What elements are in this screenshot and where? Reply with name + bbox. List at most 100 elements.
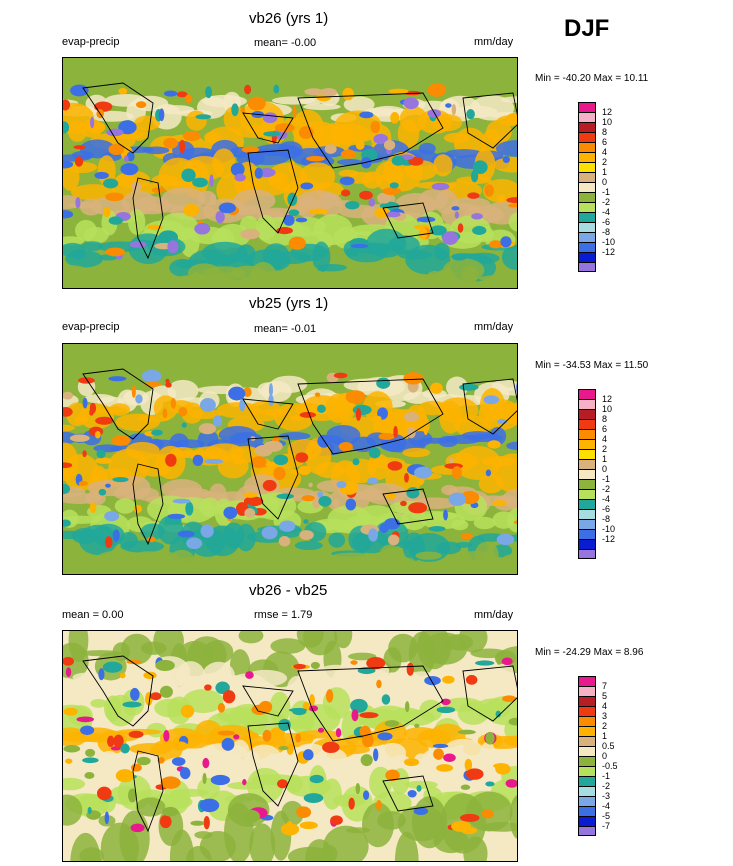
units-label: mm/day bbox=[474, 609, 514, 621]
coastline bbox=[132, 463, 164, 546]
min-max-label: Min = -24.29 Max = 8.96 bbox=[535, 647, 644, 658]
coastline bbox=[297, 665, 444, 742]
colorbar-label: 10 bbox=[602, 404, 613, 414]
contour-field bbox=[63, 344, 517, 574]
colorbar-label: 4 bbox=[602, 147, 608, 157]
colorbar-label: 10 bbox=[602, 117, 613, 127]
colorbar-swatch bbox=[578, 786, 596, 796]
colorbar-label: 8 bbox=[602, 414, 608, 424]
coastline bbox=[462, 378, 517, 435]
colorbar-swatch bbox=[578, 539, 596, 549]
colorbar-swatch bbox=[578, 716, 596, 726]
colorbar-label: 0 bbox=[602, 751, 608, 761]
colorbar-label: -6 bbox=[602, 217, 611, 227]
colorbar-swatch bbox=[578, 776, 596, 786]
colorbar-label: 0.5 bbox=[602, 741, 615, 751]
colorbar-label: -4 bbox=[602, 207, 611, 217]
contour-field bbox=[63, 631, 517, 861]
panel-title: vb26 (yrs 1) bbox=[249, 10, 329, 27]
colorbar-swatch bbox=[578, 796, 596, 806]
colorbar-label: 12 bbox=[602, 107, 613, 117]
colorbar-label: 2 bbox=[602, 444, 608, 454]
mean-label: mean = 0.00 bbox=[62, 609, 124, 621]
panel-title: vb25 (yrs 1) bbox=[249, 295, 329, 312]
coastline bbox=[242, 398, 294, 430]
colorbar-swatch bbox=[578, 756, 596, 766]
colorbar-swatch bbox=[578, 419, 596, 429]
colorbar-swatch bbox=[578, 252, 596, 262]
colorbar-swatch bbox=[578, 529, 596, 539]
colorbar: 12 10 8 6 4 2 1 0 -1 -2 -4 -6 -8 -10 -12 bbox=[578, 102, 615, 272]
colorbar-swatch bbox=[578, 172, 596, 182]
coastline bbox=[132, 750, 164, 833]
colorbar-label: -1 bbox=[602, 474, 611, 484]
colorbar-label: -6 bbox=[602, 504, 611, 514]
colorbar-label: 7 bbox=[602, 681, 608, 691]
colorbar-label: -8 bbox=[602, 514, 611, 524]
map-vb25 bbox=[62, 343, 518, 575]
colorbar-label: 8 bbox=[602, 127, 608, 137]
colorbar-label: 5 bbox=[602, 691, 608, 701]
variable-label: evap-precip bbox=[62, 321, 120, 333]
coastline bbox=[82, 82, 154, 154]
colorbar-swatch bbox=[578, 262, 596, 272]
colorbar-swatch bbox=[578, 439, 596, 449]
min-max-label: Min = -40.20 Max = 10.11 bbox=[535, 73, 649, 84]
colorbar-label: 0 bbox=[602, 464, 608, 474]
colorbar-label: 3 bbox=[602, 711, 608, 721]
colorbar-swatch bbox=[578, 816, 596, 826]
coastline bbox=[382, 488, 434, 525]
colorbar-label: -10 bbox=[602, 524, 616, 534]
colorbar-label: 0 bbox=[602, 177, 608, 187]
colorbar-label: -2 bbox=[602, 781, 611, 791]
colorbar-swatch bbox=[578, 242, 596, 252]
coastline bbox=[242, 112, 294, 144]
colorbar-swatch bbox=[578, 519, 596, 529]
colorbar-swatch bbox=[578, 152, 596, 162]
colorbar-swatch bbox=[578, 766, 596, 776]
colorbar-swatch bbox=[578, 212, 596, 222]
colorbar-swatch bbox=[578, 469, 596, 479]
colorbar-label: -8 bbox=[602, 227, 611, 237]
colorbar-label: -5 bbox=[602, 811, 611, 821]
colorbar-label: 2 bbox=[602, 721, 608, 731]
colorbar-swatch bbox=[578, 122, 596, 132]
mean-label: mean= -0.00 bbox=[254, 37, 317, 49]
coastline bbox=[82, 655, 154, 727]
colorbar-swatch bbox=[578, 222, 596, 232]
colorbar-swatch bbox=[578, 112, 596, 122]
contour-field bbox=[63, 58, 517, 288]
map-difference bbox=[62, 630, 518, 862]
coastline bbox=[82, 368, 154, 440]
colorbar-label: -1 bbox=[602, 771, 611, 781]
colorbar-label: -4 bbox=[602, 494, 611, 504]
colorbar-label: -0.5 bbox=[602, 761, 618, 771]
coastline bbox=[462, 665, 517, 722]
coastline bbox=[297, 92, 444, 169]
variable-label: evap-precip bbox=[62, 36, 120, 48]
colorbar-label: 4 bbox=[602, 701, 608, 711]
coastline bbox=[247, 435, 299, 520]
colorbar-label: -10 bbox=[602, 237, 616, 247]
colorbar-label: -1 bbox=[602, 187, 611, 197]
colorbar-swatch bbox=[578, 459, 596, 469]
coastline bbox=[382, 202, 434, 239]
mean-label: mean= -0.01 bbox=[254, 323, 317, 335]
colorbar-swatch bbox=[578, 499, 596, 509]
colorbar-swatch bbox=[578, 746, 596, 756]
colorbar-swatch bbox=[578, 389, 596, 399]
colorbar-swatch bbox=[578, 399, 596, 409]
coastline bbox=[247, 149, 299, 234]
colorbar-swatch bbox=[578, 102, 596, 112]
colorbar-swatch bbox=[578, 409, 596, 419]
colorbar-label: 1 bbox=[602, 167, 608, 177]
colorbar-label: -2 bbox=[602, 484, 611, 494]
colorbar-label: -3 bbox=[602, 791, 611, 801]
colorbar-label: 1 bbox=[602, 731, 608, 741]
colorbar-label: -7 bbox=[602, 821, 611, 831]
colorbar-swatch bbox=[578, 479, 596, 489]
colorbar-swatch bbox=[578, 736, 596, 746]
colorbar: 7 5 4 3 2 1 0.5 0 -0.5 -1 -2 -3 -4 -5 -7 bbox=[578, 676, 618, 836]
colorbar-label: -12 bbox=[602, 247, 616, 257]
colorbar-label: 1 bbox=[602, 454, 608, 464]
